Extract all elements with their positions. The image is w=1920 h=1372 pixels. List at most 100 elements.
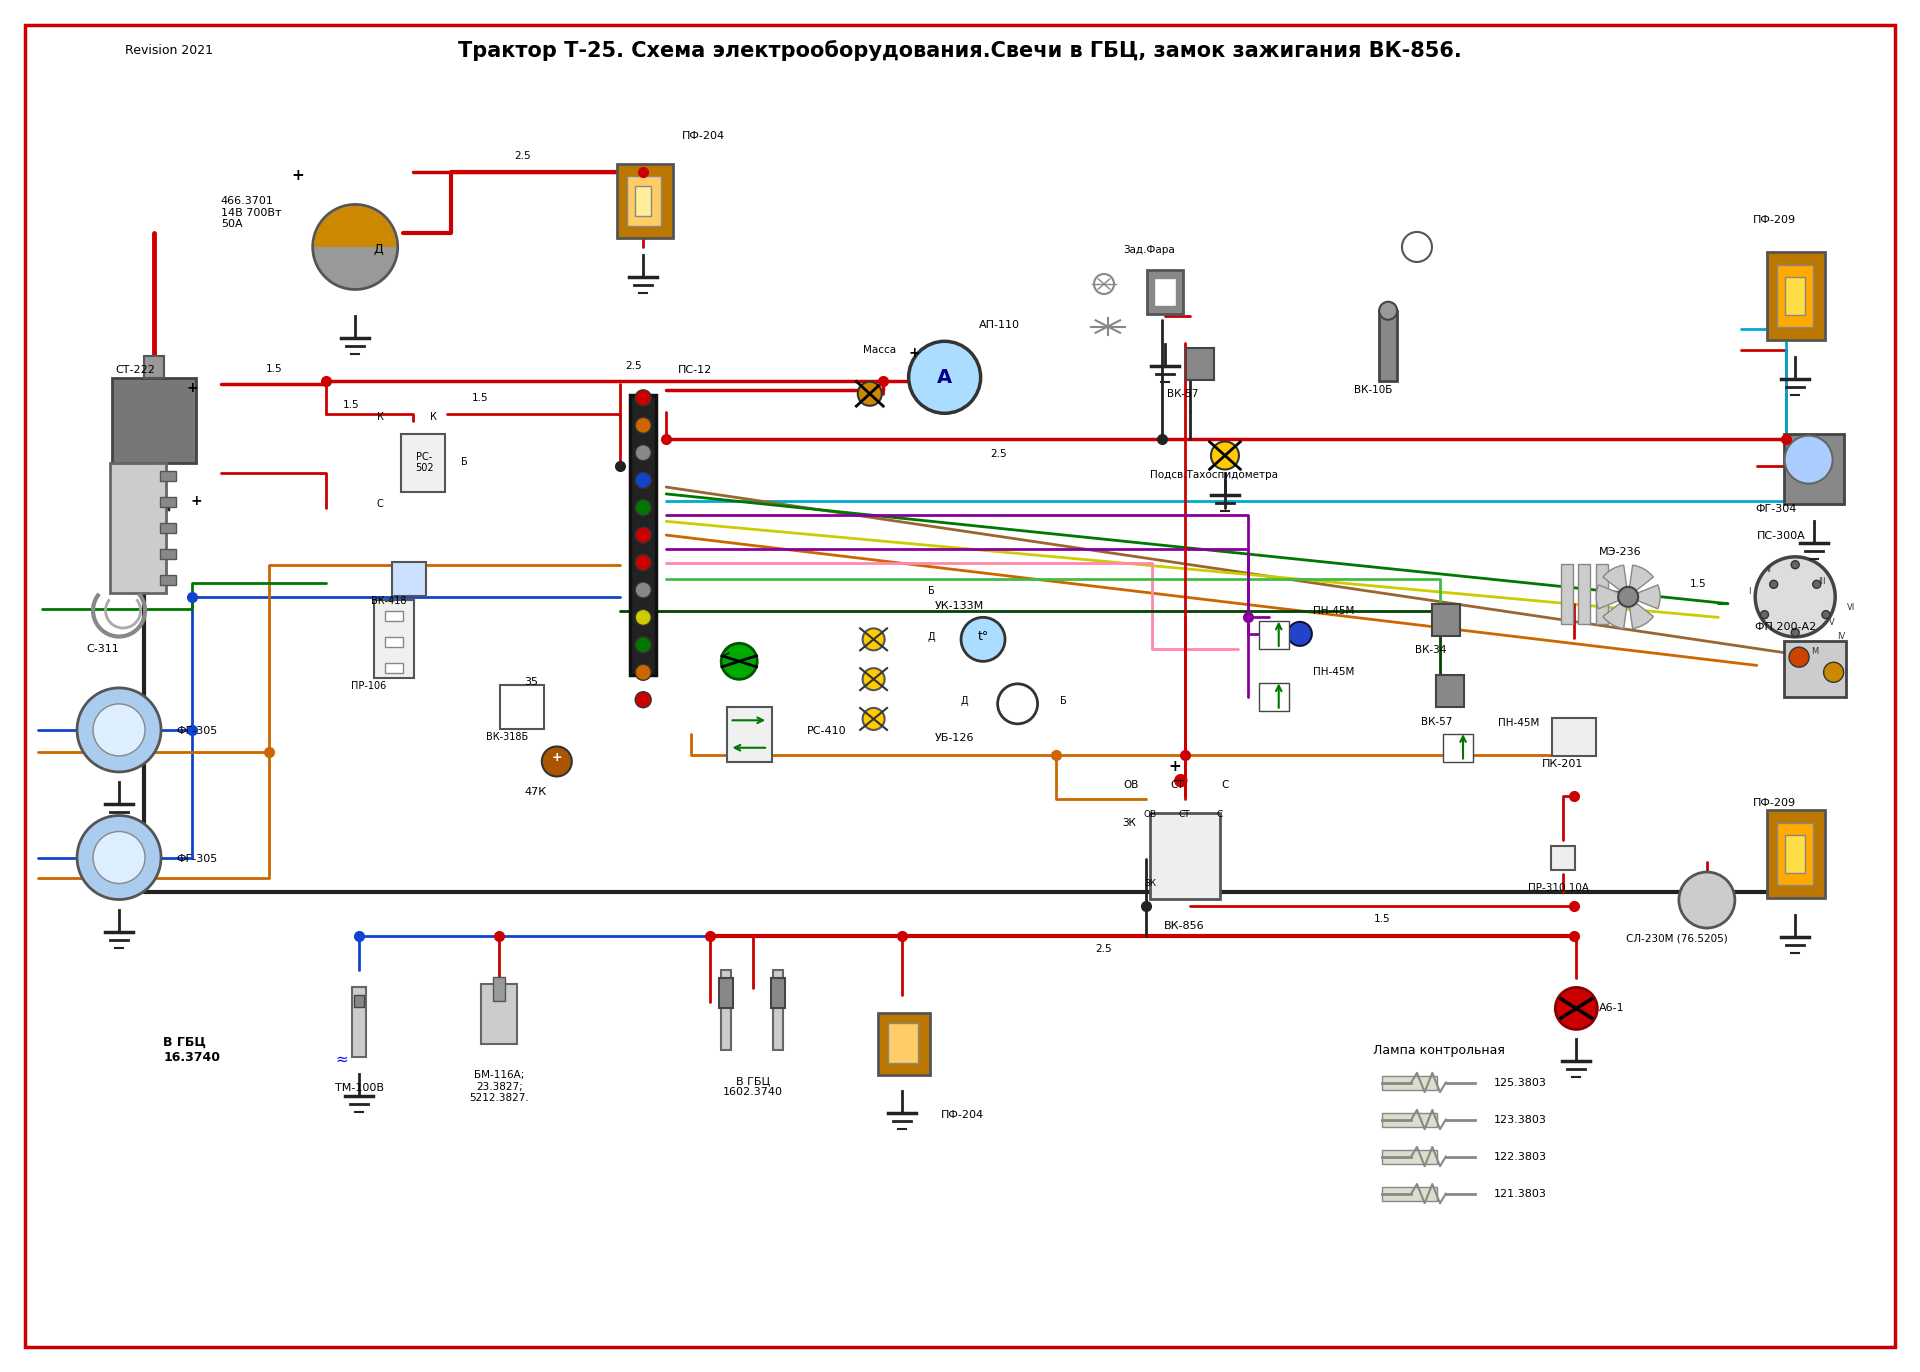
- Text: СТ: СТ: [1179, 811, 1190, 819]
- Bar: [1578, 564, 1590, 624]
- Text: 125.3803: 125.3803: [1494, 1077, 1548, 1088]
- Text: С: С: [376, 498, 384, 509]
- Bar: [374, 600, 413, 678]
- Circle shape: [722, 643, 756, 679]
- Bar: [1786, 277, 1805, 316]
- Circle shape: [1812, 580, 1820, 589]
- Text: С-311: С-311: [86, 643, 119, 654]
- Bar: [1432, 604, 1459, 637]
- Text: ТМ-100В: ТМ-100В: [334, 1083, 384, 1093]
- Text: МЭ-236: МЭ-236: [1599, 546, 1642, 557]
- Circle shape: [541, 746, 572, 777]
- Text: В ГБЦ
1602.3740: В ГБЦ 1602.3740: [722, 1076, 783, 1098]
- Circle shape: [1379, 302, 1398, 320]
- Text: К: К: [376, 412, 384, 423]
- Circle shape: [1555, 988, 1597, 1029]
- Bar: [1154, 279, 1177, 306]
- Wedge shape: [1628, 584, 1661, 609]
- Bar: [1260, 622, 1288, 649]
- Circle shape: [862, 708, 885, 730]
- Text: +: +: [1169, 760, 1181, 774]
- Bar: [770, 978, 785, 1008]
- Text: 123.3803: 123.3803: [1494, 1114, 1548, 1125]
- Text: 121.3803: 121.3803: [1494, 1188, 1548, 1199]
- Circle shape: [636, 637, 651, 653]
- Circle shape: [1094, 274, 1114, 294]
- Circle shape: [1212, 442, 1238, 469]
- Bar: [1436, 675, 1463, 708]
- Bar: [1148, 270, 1183, 314]
- Circle shape: [636, 527, 651, 543]
- Circle shape: [636, 417, 651, 434]
- Bar: [1551, 845, 1574, 870]
- Bar: [1187, 347, 1213, 380]
- Text: В ГБЦ
16.3740: В ГБЦ 16.3740: [163, 1036, 221, 1063]
- Text: ФГ-304: ФГ-304: [1755, 504, 1797, 514]
- Bar: [159, 471, 177, 482]
- Circle shape: [1678, 873, 1736, 927]
- Bar: [630, 395, 657, 675]
- Text: ПС-12: ПС-12: [678, 365, 712, 376]
- Circle shape: [1789, 648, 1809, 667]
- Bar: [482, 984, 516, 1044]
- Bar: [1778, 265, 1812, 327]
- Circle shape: [1824, 663, 1843, 682]
- Circle shape: [1175, 775, 1187, 786]
- Bar: [1786, 836, 1805, 874]
- Text: ВК-318Б: ВК-318Б: [486, 731, 528, 742]
- Wedge shape: [1628, 565, 1653, 597]
- Text: ОВ: ОВ: [1144, 811, 1156, 819]
- Bar: [720, 970, 732, 1050]
- Text: Масса: Масса: [862, 344, 897, 355]
- Text: СТ: СТ: [1169, 779, 1185, 790]
- Circle shape: [1791, 561, 1799, 569]
- Text: +: +: [190, 494, 202, 508]
- Bar: [351, 986, 367, 1058]
- Bar: [159, 575, 177, 586]
- Text: ВК-10Б: ВК-10Б: [1354, 384, 1392, 395]
- Text: А6-1: А6-1: [1599, 1003, 1624, 1014]
- Text: +: +: [908, 346, 920, 359]
- Text: ФГ-305: ФГ-305: [177, 726, 217, 737]
- Bar: [1382, 1150, 1438, 1163]
- Circle shape: [636, 445, 651, 461]
- Text: УБ-126: УБ-126: [935, 733, 975, 744]
- Text: Д: Д: [372, 243, 384, 257]
- Text: Подсв.Тахоспидометра: Подсв.Тахоспидометра: [1150, 469, 1279, 480]
- Circle shape: [1402, 232, 1432, 262]
- Text: I: I: [1747, 587, 1751, 595]
- Bar: [1382, 1187, 1438, 1200]
- Bar: [772, 970, 783, 1050]
- Circle shape: [908, 342, 981, 413]
- Text: ФГ-305: ФГ-305: [177, 853, 217, 864]
- Circle shape: [636, 609, 651, 626]
- Circle shape: [1784, 436, 1832, 483]
- Text: Б: Б: [927, 586, 935, 597]
- Text: +: +: [551, 750, 563, 764]
- Text: ВК-34: ВК-34: [1415, 645, 1446, 656]
- Bar: [1150, 814, 1219, 899]
- Bar: [384, 637, 403, 648]
- Text: СТ-222: СТ-222: [115, 365, 156, 376]
- Text: III: III: [1818, 578, 1826, 586]
- Circle shape: [77, 815, 161, 900]
- Bar: [353, 995, 365, 1007]
- Bar: [384, 663, 403, 674]
- Bar: [1778, 823, 1812, 885]
- Text: 2.5: 2.5: [1096, 944, 1112, 955]
- Circle shape: [862, 668, 885, 690]
- Bar: [401, 435, 445, 493]
- Text: Б: Б: [1060, 696, 1068, 707]
- Bar: [628, 177, 660, 226]
- Text: Лампа контрольная: Лампа контрольная: [1373, 1044, 1505, 1058]
- Bar: [159, 523, 177, 534]
- Text: АП-110: АП-110: [979, 320, 1020, 331]
- Text: 2.5: 2.5: [515, 151, 530, 162]
- Bar: [159, 497, 177, 508]
- Text: 1.5: 1.5: [267, 364, 282, 375]
- Wedge shape: [1603, 597, 1628, 628]
- Text: t°: t°: [977, 630, 989, 643]
- Text: 466.3701
14В 700Вт
50А: 466.3701 14В 700Вт 50А: [221, 196, 282, 229]
- Bar: [718, 978, 733, 1008]
- Text: ≈: ≈: [336, 1052, 348, 1066]
